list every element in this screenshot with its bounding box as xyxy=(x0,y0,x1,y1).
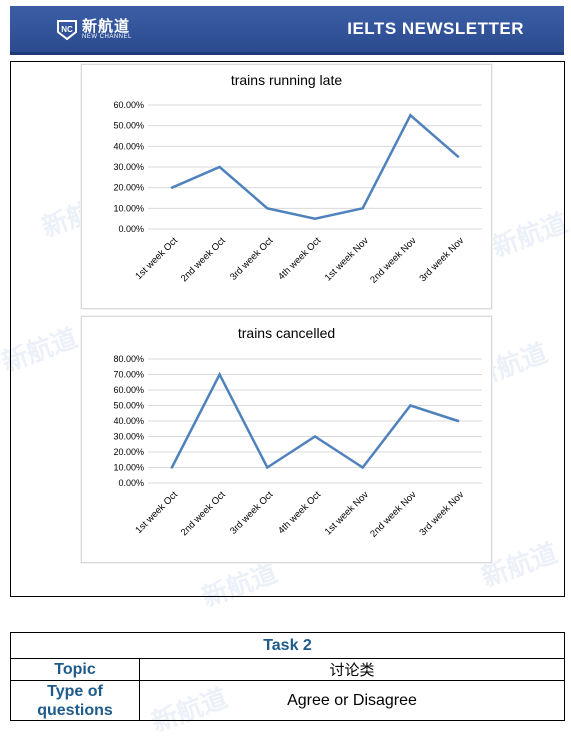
data-point xyxy=(456,419,460,423)
chart-title: trains running late xyxy=(230,72,343,88)
chart-trains-cancelled: trains cancelled 0.00% 10.00% 20.00% 30.00%… xyxy=(81,316,492,563)
topic-label: Topic xyxy=(10,658,140,681)
y-tick-label: 40.00% xyxy=(113,416,144,426)
x-tick-label: 4th week Oct xyxy=(276,235,323,282)
x-tick-label: 4th week Oct xyxy=(276,489,323,536)
newsletter-header: NC 新航道 NEW CHANNEL IELTS NEWSLETTER xyxy=(10,6,564,55)
y-tick-label: 10.00% xyxy=(113,463,144,473)
y-tick-label: 60.00% xyxy=(113,385,144,395)
chart-canvas: 0.00% 10.00% 20.00% 30.00% 40.00% 50.00% 60.00… xyxy=(113,100,482,286)
y-tick-label: 50.00% xyxy=(113,401,144,411)
data-point xyxy=(170,466,174,469)
brand-shield-icon: NC xyxy=(57,20,77,41)
data-point xyxy=(361,207,364,210)
y-tick-label: 10.00% xyxy=(113,203,144,213)
y-tick-label: 60.00% xyxy=(113,100,144,110)
brand-logo: NC 新航道 NEW CHANNEL xyxy=(56,16,132,44)
y-tick-label: 40.00% xyxy=(113,141,144,151)
y-tick-label: 0.00% xyxy=(118,224,144,234)
question-type-label: Type of questions xyxy=(10,680,140,721)
y-tick-label: 30.00% xyxy=(113,162,144,172)
brand-name-cn: 新航道 xyxy=(82,17,131,35)
data-point xyxy=(266,466,269,469)
data-point xyxy=(361,466,364,469)
topic-value: 讨论类 xyxy=(139,658,565,681)
chart-canvas: 0.00% 10.00% 20.00% 30.00% 40.00% 50.00% 60.00… xyxy=(113,354,482,540)
brand-name-en: NEW CHANNEL xyxy=(82,34,132,40)
x-tick-label: 1st week Oct xyxy=(133,489,180,536)
x-tick-label: 3rd week Nov xyxy=(417,489,466,538)
x-tick-label: 3rd week Oct xyxy=(228,235,276,283)
question-type-label-line1: Type of xyxy=(47,682,103,700)
x-tick-label: 1st week Nov xyxy=(323,489,371,537)
x-tick-label: 1st week Nov xyxy=(323,235,371,283)
newsletter-title: IELTS NEWSLETTER xyxy=(347,19,524,38)
data-point xyxy=(218,373,221,376)
x-tick-label: 3rd week Nov xyxy=(417,235,466,284)
question-type-label-line2: questions xyxy=(37,701,113,719)
data-point xyxy=(266,207,269,210)
x-tick-label: 1st week Oct xyxy=(133,235,180,282)
chart-trains-late: trains running late 0.00% 10.00% 20.00% 30.… xyxy=(81,64,492,309)
y-tick-label: 0.00% xyxy=(118,478,144,488)
data-point xyxy=(456,155,460,158)
data-point xyxy=(218,165,221,169)
charts-frame xyxy=(10,61,565,597)
x-tick-label: 3rd week Oct xyxy=(228,489,276,537)
chart-title: trains cancelled xyxy=(237,325,336,341)
y-tick-label: 70.00% xyxy=(113,370,144,380)
y-tick-label: 30.00% xyxy=(113,432,144,442)
x-tick-label: 2nd week Oct xyxy=(179,235,228,284)
y-tick-label: 80.00% xyxy=(113,354,144,364)
y-tick-label: 20.00% xyxy=(113,183,144,193)
logo-glyph: NC xyxy=(61,25,73,34)
data-point xyxy=(313,217,317,220)
x-tick-label: 2nd week Nov xyxy=(368,489,419,540)
data-point xyxy=(409,114,412,117)
task-table: Task 2 Topic 讨论类 Type of questions Agree… xyxy=(10,632,565,721)
data-point xyxy=(409,404,412,407)
x-tick-label: 2nd week Nov xyxy=(368,235,419,286)
data-point xyxy=(313,435,317,438)
y-tick-label: 50.00% xyxy=(113,121,144,131)
x-tick-label: 2nd week Oct xyxy=(179,489,228,538)
question-type-value: Agree or Disagree xyxy=(139,680,565,721)
y-tick-label: 20.00% xyxy=(113,447,144,457)
data-point xyxy=(170,186,174,189)
task-heading: Task 2 xyxy=(10,632,565,659)
